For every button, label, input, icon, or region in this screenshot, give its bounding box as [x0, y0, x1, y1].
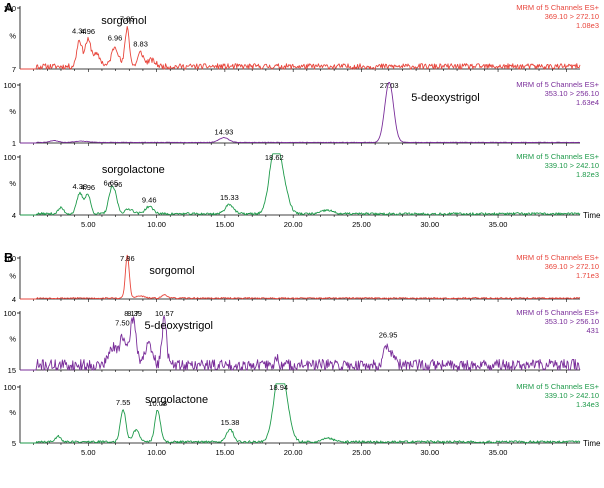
peak-label: 8.17	[124, 309, 139, 318]
peak-label: 7.55	[116, 398, 131, 407]
y-tick-label-top: 100	[3, 309, 16, 318]
x-tick-label: 20.00	[284, 220, 303, 229]
y-tick-label-bottom: 5	[12, 439, 16, 448]
peak-label: 26.95	[379, 331, 398, 340]
trace-header-line: 339.10 > 242.10	[545, 391, 599, 400]
peak-label: 8.39	[127, 309, 142, 318]
peak-label: 7.85	[120, 15, 135, 24]
trace-header-line: 1.63e4	[576, 98, 599, 107]
peak-label: 15.38	[221, 418, 240, 427]
trace-header-line: 1.34e3	[576, 400, 599, 409]
compound-name: 5-deoxystrigol	[144, 320, 212, 332]
peak-label: 18.62	[265, 153, 284, 162]
x-tick-label: 25.00	[352, 220, 371, 229]
y-axis-percent: %	[9, 335, 16, 344]
trace-header-line: 1.08e3	[576, 21, 599, 30]
panel-label: A	[4, 0, 14, 15]
trace-header-line: MRM of 5 Channels ES+	[516, 308, 599, 317]
y-tick-label-top: 100	[3, 383, 16, 392]
chromatogram-trace	[20, 26, 581, 70]
compound-name: 5-deoxystrigol	[411, 92, 479, 104]
chromatogram-trace	[20, 315, 581, 371]
y-tick-label-top: 100	[3, 254, 16, 263]
chromatogram-trace	[20, 254, 581, 300]
trace-header-line: 369.10 > 272.10	[545, 12, 599, 21]
trace-header-line: MRM of 5 Channels ES+	[516, 80, 599, 89]
peak-label: 6.96	[108, 180, 123, 189]
compound-name: sorgomol	[149, 265, 194, 277]
compound-name: sorgomol	[101, 15, 146, 27]
y-tick-label-top: 100	[3, 153, 16, 162]
x-tick-label: 20.00	[284, 448, 303, 457]
trace-header-line: 431	[586, 326, 599, 335]
trace-header-line: MRM of 5 Channels ES+	[516, 152, 599, 161]
y-axis-percent: %	[9, 272, 16, 281]
peak-label: 7.50	[115, 319, 130, 328]
y-axis-percent: %	[9, 408, 16, 417]
x-axis-label: Time	[583, 439, 601, 448]
y-tick-label-bottom: 15	[8, 366, 16, 375]
x-tick-label: 5.00	[81, 220, 96, 229]
x-tick-label: 35.00	[489, 220, 508, 229]
trace-header-line: 339.10 > 242.10	[545, 161, 599, 170]
trace-header-line: MRM of 5 Channels ES+	[516, 253, 599, 262]
peak-label: 6.65	[104, 178, 119, 187]
y-tick-label-bottom: 7	[12, 65, 16, 74]
trace-header-line: 369.10 > 272.10	[545, 262, 599, 271]
x-tick-label: 35.00	[489, 448, 508, 457]
peak-label: 18.94	[269, 383, 288, 392]
peak-label: 4.34	[72, 27, 87, 36]
trace-header-line: MRM of 5 Channels ES+	[516, 3, 599, 12]
x-tick-label: 10.00	[147, 448, 166, 457]
peak-label: 27.03	[380, 81, 399, 90]
peak-label: 6.96	[108, 33, 123, 42]
peak-label: 14.93	[215, 127, 234, 136]
x-tick-label: 5.00	[81, 448, 96, 457]
compound-name: sorgolactone	[145, 394, 208, 406]
trace-header-line: MRM of 5 Channels ES+	[516, 382, 599, 391]
chromatogram-trace	[20, 383, 581, 444]
trace-header-line: 353.10 > 256.10	[545, 89, 599, 98]
peak-label: 7.86	[120, 254, 135, 263]
peak-label: 4.38	[73, 182, 88, 191]
y-tick-label-bottom: 4	[12, 295, 16, 304]
x-tick-label: 15.00	[215, 220, 234, 229]
trace-header-line: 1.82e3	[576, 170, 599, 179]
panel-label: B	[4, 250, 13, 265]
chromatogram-trace	[20, 81, 580, 144]
chromatogram-trace	[20, 153, 581, 216]
y-axis-percent: %	[9, 179, 16, 188]
compound-name: sorgolactone	[102, 164, 165, 176]
peak-label: 10.08	[148, 399, 167, 408]
x-tick-label: 25.00	[352, 448, 371, 457]
peak-label: 4.96	[80, 27, 95, 36]
trace-header-line: 353.10 > 256.10	[545, 317, 599, 326]
y-tick-label-bottom: 1	[12, 139, 16, 148]
y-tick-label-bottom: 4	[12, 211, 16, 220]
x-tick-label: 10.00	[147, 220, 166, 229]
y-tick-label-top: 100	[3, 4, 16, 13]
peak-label: 8.83	[133, 40, 148, 49]
x-tick-label: 30.00	[420, 220, 439, 229]
peak-label: 4.96	[80, 183, 95, 192]
peak-label: 9.46	[142, 195, 157, 204]
peak-label: 10.57	[155, 309, 174, 318]
x-tick-label: 15.00	[215, 448, 234, 457]
y-axis-percent: %	[9, 32, 16, 41]
trace-header-line: 1.71e3	[576, 271, 599, 280]
y-axis-percent: %	[9, 107, 16, 116]
x-tick-label: 30.00	[420, 448, 439, 457]
peak-label: 15.33	[220, 193, 239, 202]
y-tick-label-top: 100	[3, 81, 16, 90]
x-axis-label: Time	[583, 211, 601, 220]
